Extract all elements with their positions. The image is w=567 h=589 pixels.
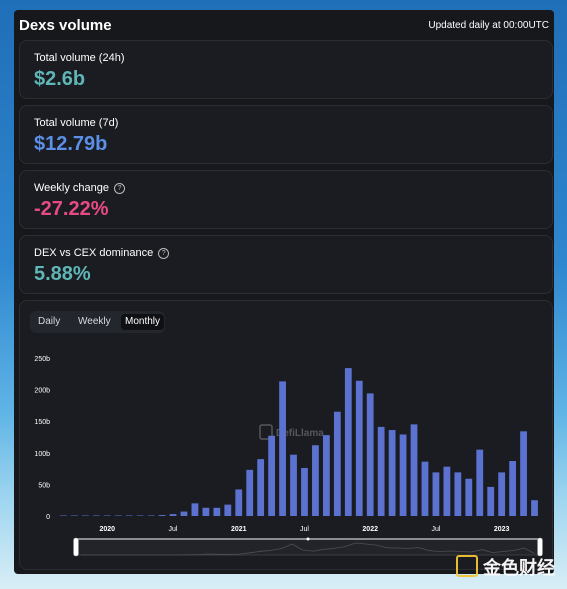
y-tick-label: 0 [46, 514, 50, 521]
bar-2021-05[interactable] [279, 381, 286, 516]
stat-card-volume-7d: Total volume (7d) $12.79b [19, 105, 553, 164]
bar-2020-10[interactable] [202, 507, 210, 516]
stat-label: Total volume (24h) [34, 52, 125, 64]
stat-value: $2.6b [34, 68, 86, 90]
help-icon[interactable]: ? [114, 183, 126, 194]
bar-2021-04[interactable] [268, 435, 276, 516]
stat-label: Weekly change [34, 182, 110, 194]
bar-2021-06[interactable] [290, 454, 297, 516]
stat-value: -27.22% [34, 198, 109, 220]
chart-watermark: DefiLlama [259, 424, 324, 440]
y-tick-label: 200b [34, 388, 50, 395]
bar-2023-01[interactable] [498, 472, 506, 516]
y-tick-label: 50b [38, 482, 50, 489]
bar-2022-01[interactable] [366, 393, 374, 516]
bar-2021-08[interactable] [312, 445, 319, 516]
stat-value: 5.88% [34, 263, 91, 285]
stat-label-row: DEX vs CEX dominance? [34, 247, 170, 259]
volume-chart-card: Daily Weekly Monthly DefiLlama 0 50b 100b 1… [19, 300, 553, 570]
bar-2021-12[interactable] [355, 380, 363, 516]
bar-2022-11[interactable] [476, 449, 484, 516]
bar-2020-06[interactable] [158, 515, 166, 516]
bars [60, 368, 538, 516]
range-brush[interactable] [73, 537, 543, 557]
stat-label: DEX vs CEX dominance [34, 247, 154, 259]
bar-2022-08[interactable] [443, 466, 451, 516]
bar-2021-11[interactable] [344, 368, 352, 516]
stat-card-weekly-change: Weekly change? -27.22% [19, 170, 553, 229]
bar-2020-08[interactable] [180, 511, 188, 516]
y-tick-label: 150b [34, 419, 50, 426]
x-tick-label: Jul [431, 526, 440, 533]
x-tick-label: Jul [169, 526, 178, 533]
page-title: Dexs volume [19, 17, 112, 34]
bar-2020-02[interactable] [114, 515, 122, 517]
bar-2019-09[interactable] [60, 515, 67, 517]
bar-2019-12[interactable] [92, 515, 100, 517]
brush-handle-right[interactable] [537, 537, 543, 557]
bar-2021-01[interactable] [235, 489, 243, 516]
tab-monthly[interactable]: Monthly [121, 314, 165, 330]
update-note: Updated daily at 00:00UTC [428, 20, 549, 31]
help-icon[interactable]: ? [158, 248, 170, 259]
bar-2020-03[interactable] [125, 515, 133, 516]
watermark-text: DefiLlama [276, 428, 324, 439]
bar-2021-02[interactable] [246, 469, 254, 516]
bar-2022-09[interactable] [454, 472, 462, 516]
bar-2020-09[interactable] [191, 503, 199, 516]
y-axis: 0 50b 100b 150b 200b 250b [34, 356, 50, 521]
x-tick-label: 2022 [362, 526, 378, 533]
x-tick-label: Jul [300, 526, 309, 533]
brush-track[interactable] [75, 538, 541, 556]
bar-2023-04[interactable] [531, 500, 538, 516]
bar-2020-01[interactable] [103, 515, 111, 517]
watermark-text: 金色财经 [483, 558, 555, 578]
period-toggle: Daily Weekly Monthly [30, 311, 165, 333]
x-axis: 2020 Jul 2021 Jul 2022 Jul 2023 [100, 526, 510, 533]
bar-2020-07[interactable] [169, 514, 177, 516]
tab-weekly[interactable]: Weekly [78, 316, 111, 327]
y-tick-label: 250b [34, 356, 50, 363]
bar-2022-10[interactable] [465, 478, 473, 516]
bar-2021-09[interactable] [322, 435, 330, 516]
dex-volume-panel: Dexs volume Updated daily at 00:00UTC To… [14, 10, 554, 574]
stat-value: $12.79b [34, 133, 108, 155]
bar-2021-03[interactable] [257, 459, 265, 516]
bar-2022-06[interactable] [421, 461, 429, 516]
bar-2020-12[interactable] [224, 504, 232, 516]
x-tick-label: 2020 [100, 526, 116, 533]
y-tick-label: 100b [34, 451, 50, 458]
bar-2023-03[interactable] [520, 431, 527, 516]
bar-2022-04[interactable] [399, 434, 407, 516]
bar-2021-10[interactable] [333, 411, 341, 516]
bar-2022-12[interactable] [487, 486, 495, 516]
brush-handle-left[interactable] [73, 537, 79, 557]
bar-2022-02[interactable] [377, 426, 385, 516]
jinse-logo-icon [456, 555, 478, 577]
stat-label-row: Weekly change? [34, 182, 126, 194]
stat-card-dex-cex-dominance: DEX vs CEX dominance? 5.88% [19, 235, 553, 294]
tab-daily[interactable]: Daily [38, 316, 61, 327]
bar-2020-05[interactable] [147, 515, 155, 516]
stat-card-volume-24h: Total volume (24h) $2.6b [19, 40, 553, 99]
bar-2020-04[interactable] [136, 515, 144, 517]
bar-2023-02[interactable] [509, 461, 517, 516]
bar-2022-05[interactable] [410, 424, 418, 516]
bar-2022-03[interactable] [388, 430, 396, 516]
bar-2019-11[interactable] [81, 515, 89, 517]
bar-2022-07[interactable] [432, 472, 440, 516]
bar-2021-07[interactable] [301, 467, 308, 516]
bar-2020-11[interactable] [213, 507, 221, 516]
corner-watermark: 金色财经 [456, 554, 555, 580]
x-tick-label: 2023 [494, 526, 510, 533]
x-tick-label: 2021 [231, 526, 247, 533]
defillama-logo-icon [259, 424, 273, 440]
bar-2019-10[interactable] [71, 515, 78, 517]
brush-center-dot [306, 537, 310, 541]
stat-label: Total volume (7d) [34, 117, 119, 129]
brush-mini-series [81, 542, 535, 556]
